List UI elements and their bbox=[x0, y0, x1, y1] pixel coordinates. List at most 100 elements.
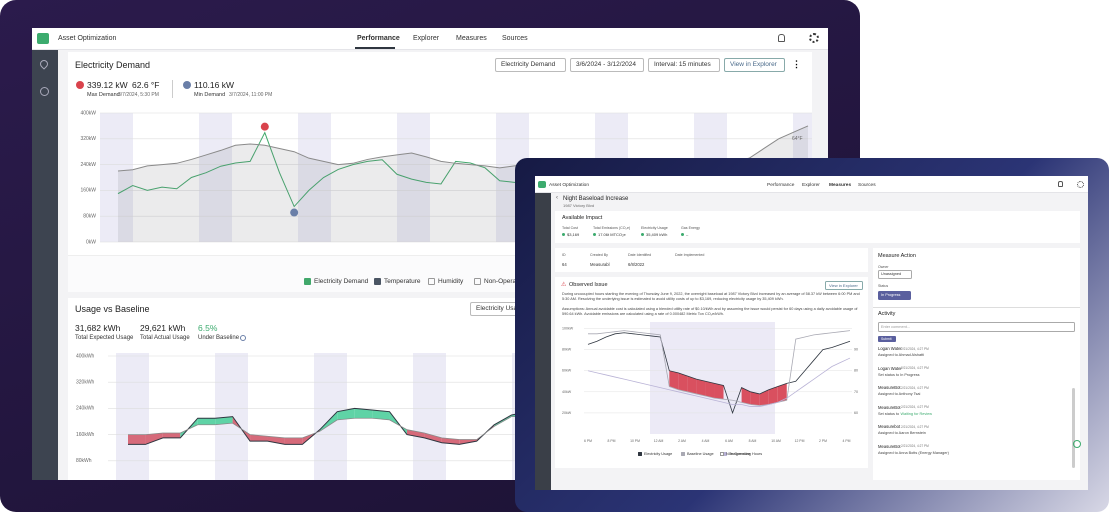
app-name: Asset Optimization bbox=[58, 35, 117, 42]
entry-text: Assigned to Anthony Tsai bbox=[878, 392, 921, 396]
settings-icon[interactable] bbox=[1077, 181, 1084, 188]
issue-paragraph: Assumptions: Annual avoidable cost is ca… bbox=[562, 307, 858, 316]
button-label[interactable]: View in Explorer bbox=[829, 283, 858, 288]
difference-fill bbox=[768, 386, 778, 405]
info-icon[interactable] bbox=[240, 335, 246, 341]
settings-icon[interactable] bbox=[809, 33, 819, 43]
owner-dropdown[interactable] bbox=[878, 270, 912, 279]
difference-fill bbox=[678, 372, 688, 392]
control-label[interactable]: View in Explorer bbox=[730, 61, 777, 68]
non-operating-band bbox=[413, 353, 446, 480]
section-title: Activity bbox=[878, 311, 896, 317]
bell-icon[interactable] bbox=[778, 34, 785, 42]
more-menu[interactable]: ⋮ bbox=[792, 59, 801, 69]
control[interactable] bbox=[570, 58, 644, 72]
impact-icon bbox=[562, 233, 565, 236]
entry-author: MeasureBot bbox=[878, 404, 901, 410]
impact-label: Gas Energy bbox=[681, 226, 700, 230]
y-tick-label: 160kW bbox=[80, 188, 96, 194]
legend-checkbox[interactable] bbox=[681, 452, 685, 456]
entry-time: 2/21/2024, 4:27 PM bbox=[901, 346, 929, 351]
x-tick-label: 8 AM bbox=[749, 439, 757, 443]
detail-label: Date Identified bbox=[628, 253, 652, 257]
difference-fill bbox=[145, 432, 163, 445]
status-label[interactable]: In Progress bbox=[881, 293, 901, 297]
help-icon[interactable] bbox=[1073, 440, 1081, 448]
legend-checkbox[interactable] bbox=[304, 278, 311, 285]
nav-item[interactable]: Explorer bbox=[413, 35, 440, 42]
difference-fill bbox=[372, 410, 390, 420]
impact-value: 17.06t MTCO₂e bbox=[598, 232, 626, 237]
entry-text: Assigned to Aaron Bernstein bbox=[878, 431, 926, 435]
legend-label[interactable]: Non-Operating Hours bbox=[484, 278, 546, 285]
submit-button[interactable] bbox=[878, 336, 896, 342]
x-tick-label: 6 PM bbox=[584, 439, 592, 443]
x-tick-label: 10 AM bbox=[771, 439, 781, 443]
status-button[interactable] bbox=[878, 291, 911, 300]
history-icon[interactable] bbox=[40, 87, 49, 96]
top-bar bbox=[535, 176, 1088, 193]
stat-time: 3/7/2024, 11:00 PM bbox=[229, 92, 273, 98]
legend-checkbox[interactable] bbox=[474, 278, 481, 285]
view-button[interactable] bbox=[825, 281, 863, 290]
x-tick-label: 6 AM bbox=[725, 439, 733, 443]
control[interactable] bbox=[495, 58, 566, 72]
min-icon bbox=[183, 81, 191, 89]
stat-value: 62.6 °F bbox=[132, 80, 160, 90]
app-name: Asset Optimization bbox=[549, 183, 589, 188]
comment-input[interactable] bbox=[878, 322, 1075, 332]
nav-item[interactable]: Sources bbox=[858, 183, 876, 188]
dropdown-label[interactable]: Unassigned bbox=[881, 272, 902, 276]
divider bbox=[873, 307, 1080, 308]
placeholder[interactable]: Enter comment... bbox=[881, 325, 910, 329]
x-tick-label: 2 PM bbox=[819, 439, 827, 443]
stat-label: Max Demand bbox=[87, 92, 120, 98]
legend-label[interactable]: Non-Operating Hours bbox=[726, 452, 763, 456]
y2-tick-label: 60 bbox=[854, 411, 858, 415]
control-label[interactable]: Electricity Usage bbox=[476, 305, 525, 312]
legend-checkbox[interactable] bbox=[638, 452, 642, 456]
button-label[interactable]: Submit bbox=[881, 337, 892, 341]
y-tick-label: 160kWh bbox=[76, 432, 95, 438]
legend-label[interactable]: Humidity bbox=[438, 278, 464, 285]
legend-checkbox[interactable] bbox=[374, 278, 381, 285]
difference-fill bbox=[687, 376, 697, 394]
legend-label[interactable]: Temperature bbox=[384, 278, 421, 285]
legend-checkbox[interactable] bbox=[428, 278, 435, 285]
control[interactable] bbox=[724, 58, 785, 72]
nav-underline bbox=[355, 47, 395, 49]
legend-checkbox[interactable] bbox=[723, 452, 727, 456]
nav-item[interactable]: Sources bbox=[502, 35, 528, 42]
legend-checkbox[interactable] bbox=[720, 452, 724, 456]
control[interactable] bbox=[648, 58, 720, 72]
x-tick-label: 8 PM bbox=[608, 439, 616, 443]
nav-item[interactable]: Measures bbox=[456, 35, 487, 42]
entry-text: Set status to bbox=[878, 411, 900, 416]
nav-item[interactable]: Performance bbox=[767, 183, 795, 188]
y2-tick-label: 64°F bbox=[792, 136, 803, 142]
nav-item[interactable]: Explorer bbox=[802, 183, 820, 188]
entry-author: Logan Water bbox=[878, 365, 902, 371]
impact-value: $3,169 bbox=[567, 232, 580, 237]
y-tick-label: 240kWh bbox=[76, 406, 95, 412]
nav-item[interactable]: Measures bbox=[829, 183, 852, 188]
legend-label[interactable]: Temperature bbox=[729, 452, 751, 456]
logo bbox=[538, 181, 546, 188]
top-bar bbox=[32, 28, 828, 50]
entry-time: 2/21/2024, 4:27 PM bbox=[901, 424, 929, 429]
control-label[interactable]: Interval: 15 minutes bbox=[654, 61, 711, 68]
legend-label[interactable]: Baseline Usage bbox=[687, 452, 714, 456]
entry-text: Assigned to Anna Botts (Energy Manager) bbox=[878, 450, 949, 455]
control-label[interactable]: Electricity Demand bbox=[501, 61, 556, 68]
back-arrow[interactable]: ‹ bbox=[556, 195, 558, 201]
stat-value: 110.16 kW bbox=[194, 80, 235, 90]
nav-item[interactable]: Performance bbox=[357, 35, 400, 42]
sidebar bbox=[535, 193, 551, 490]
y-tick-label: 320kWh bbox=[76, 380, 95, 386]
entry-link[interactable]: Waiting for Review bbox=[900, 411, 933, 416]
y-tick-label: 0kW bbox=[86, 239, 96, 245]
legend-label[interactable]: Electricity Demand bbox=[314, 278, 369, 285]
legend-label[interactable]: Electricity Usage bbox=[644, 452, 673, 456]
bell-icon[interactable] bbox=[1058, 181, 1063, 187]
control-label[interactable]: 3/6/2024 - 3/12/2024 bbox=[576, 61, 636, 68]
